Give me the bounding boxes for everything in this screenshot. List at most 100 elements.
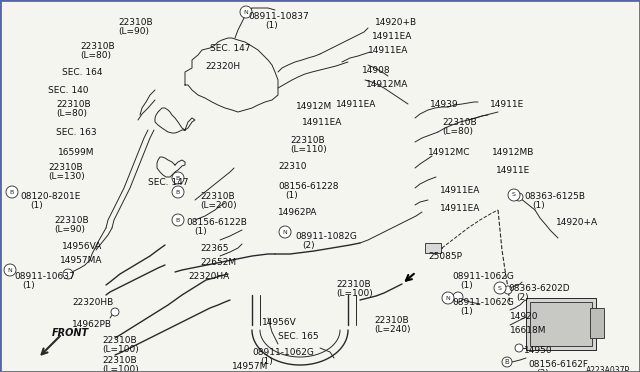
Text: 22310B: 22310B (336, 280, 371, 289)
Bar (526, 298, 596, 350)
Text: 08911-1062G: 08911-1062G (252, 348, 314, 357)
Circle shape (442, 292, 454, 304)
Circle shape (172, 186, 184, 198)
Text: (2): (2) (302, 241, 315, 250)
Text: FRONT: FRONT (52, 328, 89, 338)
Circle shape (6, 186, 18, 198)
Text: S: S (512, 192, 516, 198)
Text: 14920+B: 14920+B (375, 18, 417, 27)
Text: 22652M: 22652M (200, 258, 236, 267)
Text: 22310B: 22310B (374, 316, 408, 325)
Text: B: B (176, 189, 180, 195)
Text: 14911EA: 14911EA (302, 118, 342, 127)
Circle shape (4, 264, 16, 276)
Text: 22310B: 22310B (102, 356, 136, 365)
Circle shape (453, 292, 463, 302)
Text: 14939: 14939 (430, 100, 459, 109)
Text: (L=80): (L=80) (80, 51, 111, 60)
Circle shape (240, 6, 252, 18)
Text: S: S (498, 285, 502, 291)
Text: 08363-6125B: 08363-6125B (524, 192, 585, 201)
Text: 14950: 14950 (524, 346, 552, 355)
Text: (L=80): (L=80) (442, 127, 473, 136)
Text: 14957MA: 14957MA (60, 256, 102, 265)
Text: 22310B: 22310B (80, 42, 115, 51)
Circle shape (172, 172, 184, 184)
Text: 16599M: 16599M (58, 148, 95, 157)
Text: 14962PB: 14962PB (72, 320, 112, 329)
Text: 14920+A: 14920+A (556, 218, 598, 227)
Text: SEC. 140: SEC. 140 (48, 86, 88, 95)
Circle shape (279, 226, 291, 238)
Text: B: B (176, 218, 180, 222)
Text: 08911-10837: 08911-10837 (248, 12, 308, 21)
Text: SEC. 147: SEC. 147 (148, 178, 189, 187)
Text: 14911EA: 14911EA (336, 100, 376, 109)
Text: (1): (1) (194, 227, 207, 236)
Text: (1): (1) (22, 281, 35, 290)
Text: (L=200): (L=200) (200, 201, 237, 210)
Text: 14957M: 14957M (232, 362, 268, 371)
Text: 14911EA: 14911EA (372, 32, 412, 41)
Text: 22310B: 22310B (118, 18, 152, 27)
Text: SEC. 164: SEC. 164 (62, 68, 102, 77)
Text: 22310: 22310 (278, 162, 307, 171)
Text: (2): (2) (516, 293, 529, 302)
Text: 14956VA: 14956VA (62, 242, 102, 251)
Circle shape (508, 189, 520, 201)
Text: 14912MA: 14912MA (366, 80, 408, 89)
Text: 14911EA: 14911EA (440, 204, 481, 213)
Text: (L=110): (L=110) (290, 145, 327, 154)
Text: 22310B: 22310B (56, 100, 91, 109)
Text: (1): (1) (532, 201, 545, 210)
Text: 22310B: 22310B (290, 136, 324, 145)
Text: 08911-10637: 08911-10637 (14, 272, 75, 281)
Text: (1): (1) (30, 201, 43, 210)
Text: 08363-6202D: 08363-6202D (508, 284, 570, 293)
Text: (1): (1) (265, 21, 278, 30)
Text: (3): (3) (536, 369, 548, 372)
Text: B: B (10, 189, 14, 195)
Text: (L=130): (L=130) (48, 172, 84, 181)
Text: 14912M: 14912M (296, 102, 332, 111)
Bar (425, 243, 441, 253)
Text: 22310B: 22310B (54, 216, 88, 225)
Text: 08120-8201E: 08120-8201E (20, 192, 81, 201)
Text: (1): (1) (460, 281, 473, 290)
Text: 08911-1062G: 08911-1062G (452, 272, 514, 281)
Text: N: N (445, 295, 451, 301)
Text: 22320HB: 22320HB (72, 298, 113, 307)
Text: 25085P: 25085P (428, 252, 462, 261)
Text: 14956V: 14956V (262, 318, 297, 327)
Text: 14962PA: 14962PA (278, 208, 317, 217)
Text: (L=80): (L=80) (56, 109, 87, 118)
Text: N: N (8, 267, 12, 273)
Text: (L=90): (L=90) (54, 225, 85, 234)
Text: 08911-1082G: 08911-1082G (295, 232, 357, 241)
Text: SEC. 165: SEC. 165 (278, 332, 319, 341)
Text: (1): (1) (260, 357, 273, 366)
Bar (530, 302, 592, 346)
Circle shape (504, 286, 512, 294)
Circle shape (63, 269, 73, 279)
Text: 14911EA: 14911EA (440, 186, 481, 195)
Circle shape (515, 344, 523, 352)
Text: 22320HA: 22320HA (188, 272, 229, 281)
Bar (526, 298, 596, 350)
Text: 14920: 14920 (510, 312, 538, 321)
Text: 22365: 22365 (200, 244, 228, 253)
Text: 14911EA: 14911EA (368, 46, 408, 55)
Text: 14912MC: 14912MC (428, 148, 470, 157)
Text: 22320H: 22320H (205, 62, 240, 71)
Text: (L=240): (L=240) (374, 325, 410, 334)
Text: 22310B: 22310B (102, 336, 136, 345)
Text: N: N (244, 10, 248, 15)
Text: SEC. 147: SEC. 147 (210, 44, 250, 53)
Text: 16618M: 16618M (510, 326, 547, 335)
Text: 08156-61228: 08156-61228 (278, 182, 339, 191)
Text: (L=100): (L=100) (336, 289, 372, 298)
Text: 08911-1062G: 08911-1062G (452, 298, 514, 307)
Text: (1): (1) (285, 191, 298, 200)
Text: 22310B: 22310B (48, 163, 83, 172)
Text: B: B (504, 359, 509, 365)
